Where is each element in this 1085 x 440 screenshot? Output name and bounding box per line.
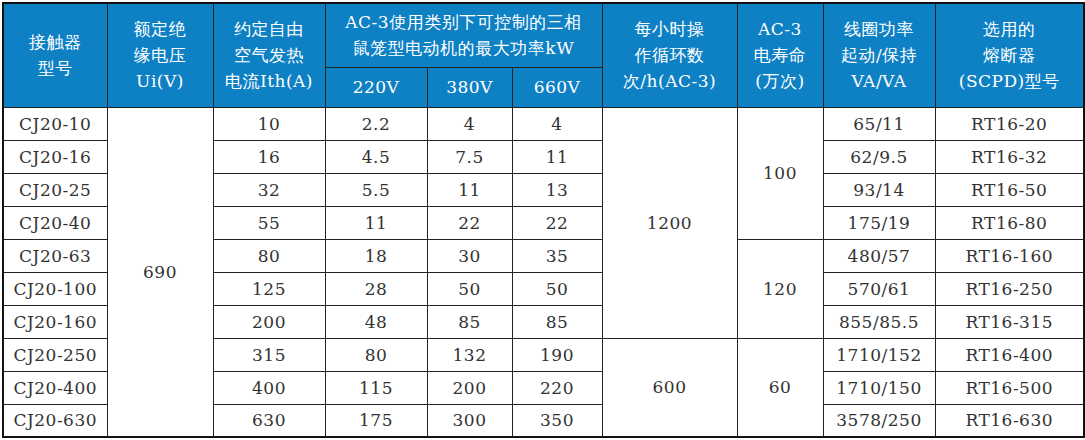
cell-cycles-merged: 600 — [602, 338, 737, 437]
cell-kw660: 35 — [512, 239, 602, 272]
cell-fuse: RT16-80 — [935, 206, 1084, 239]
header-fuse: 选用的 熔断器 (SCPD)型号 — [935, 3, 1084, 107]
cell-model: CJ20-250 — [3, 338, 107, 371]
cell-model: CJ20-40 — [3, 206, 107, 239]
cell-kw380: 11 — [427, 173, 512, 206]
cell-model: CJ20-63 — [3, 239, 107, 272]
cell-coil: 175/19 — [823, 206, 935, 239]
cell-ith: 315 — [213, 338, 325, 371]
cell-kw660: 13 — [512, 173, 602, 206]
cell-life-merged: 120 — [737, 239, 823, 338]
table-body: CJ20-10 690 10 2.2 4 4 1200 100 65/11 RT… — [3, 107, 1084, 437]
cell-kw660: 190 — [512, 338, 602, 371]
cell-fuse: RT16-20 — [935, 107, 1084, 140]
cell-model: CJ20-400 — [3, 371, 107, 404]
cell-kw380: 7.5 — [427, 140, 512, 173]
cell-model: CJ20-10 — [3, 107, 107, 140]
cell-coil: 65/11 — [823, 107, 935, 140]
cell-ith: 200 — [213, 305, 325, 338]
cell-fuse: RT16-32 — [935, 140, 1084, 173]
header-thermal-current: 约定自由 空气发热 电流Ith(A) — [213, 3, 325, 107]
cell-model: CJ20-100 — [3, 272, 107, 305]
cell-life-merged: 60 — [737, 338, 823, 437]
header-660v: 660V — [512, 67, 602, 107]
cell-ith: 32 — [213, 173, 325, 206]
cell-coil: 3578/250 — [823, 404, 935, 437]
cell-ith: 16 — [213, 140, 325, 173]
cell-fuse: RT16-160 — [935, 239, 1084, 272]
cell-fuse: RT16-50 — [935, 173, 1084, 206]
cell-coil: 1710/150 — [823, 371, 935, 404]
cell-ith: 55 — [213, 206, 325, 239]
cell-fuse: RT16-315 — [935, 305, 1084, 338]
cell-kw220: 11 — [325, 206, 427, 239]
cell-kw220: 175 — [325, 404, 427, 437]
cell-kw380: 50 — [427, 272, 512, 305]
cell-insulation-voltage-merged: 690 — [107, 107, 213, 437]
cell-coil: 855/85.5 — [823, 305, 935, 338]
cell-kw380: 132 — [427, 338, 512, 371]
cell-kw660: 85 — [512, 305, 602, 338]
cell-coil: 1710/152 — [823, 338, 935, 371]
table-header: 接触器 型号 额定绝 缘电压 Ui(V) 约定自由 空气发热 电流Ith(A) … — [3, 3, 1084, 107]
cell-model: CJ20-25 — [3, 173, 107, 206]
cell-model: CJ20-630 — [3, 404, 107, 437]
cell-kw220: 2.2 — [325, 107, 427, 140]
cell-kw380: 85 — [427, 305, 512, 338]
cell-ith: 125 — [213, 272, 325, 305]
header-life: AC-3 电寿命 (万次) — [737, 3, 823, 107]
cell-kw220: 80 — [325, 338, 427, 371]
header-power-group: AC-3使用类别下可控制的三相 鼠笼型电动机的最大功率kW — [325, 3, 602, 67]
cell-kw220: 4.5 — [325, 140, 427, 173]
contactor-spec-page: 接触器 型号 额定绝 缘电压 Ui(V) 约定自由 空气发热 电流Ith(A) … — [0, 0, 1085, 440]
header-model: 接触器 型号 — [3, 3, 107, 107]
header-cycles: 每小时操 作循环数 次/h(AC-3) — [602, 3, 737, 107]
header-coil-power: 线圈功率 起动/保持 VA/VA — [823, 3, 935, 107]
cell-fuse: RT16-400 — [935, 338, 1084, 371]
cell-kw220: 18 — [325, 239, 427, 272]
table-row: CJ20-10 690 10 2.2 4 4 1200 100 65/11 RT… — [3, 107, 1084, 140]
cell-kw380: 4 — [427, 107, 512, 140]
cell-coil: 570/61 — [823, 272, 935, 305]
cell-kw380: 22 — [427, 206, 512, 239]
cell-kw380: 300 — [427, 404, 512, 437]
header-insulation-voltage: 额定绝 缘电压 Ui(V) — [107, 3, 213, 107]
header-380v: 380V — [427, 67, 512, 107]
cell-kw380: 30 — [427, 239, 512, 272]
cell-fuse: RT16-500 — [935, 371, 1084, 404]
cell-ith: 10 — [213, 107, 325, 140]
cell-kw220: 115 — [325, 371, 427, 404]
cell-fuse: RT16-630 — [935, 404, 1084, 437]
cell-kw660: 11 — [512, 140, 602, 173]
cell-cycles-merged: 1200 — [602, 107, 737, 338]
cell-model: CJ20-16 — [3, 140, 107, 173]
cell-kw220: 5.5 — [325, 173, 427, 206]
cell-life-merged: 100 — [737, 107, 823, 239]
cell-kw660: 22 — [512, 206, 602, 239]
cell-kw660: 50 — [512, 272, 602, 305]
cell-coil: 93/14 — [823, 173, 935, 206]
spec-table: 接触器 型号 额定绝 缘电压 Ui(V) 约定自由 空气发热 电流Ith(A) … — [2, 2, 1085, 438]
cell-kw380: 200 — [427, 371, 512, 404]
cell-kw220: 48 — [325, 305, 427, 338]
cell-ith: 80 — [213, 239, 325, 272]
cell-kw660: 220 — [512, 371, 602, 404]
cell-kw660: 350 — [512, 404, 602, 437]
cell-coil: 480/57 — [823, 239, 935, 272]
cell-kw660: 4 — [512, 107, 602, 140]
cell-coil: 62/9.5 — [823, 140, 935, 173]
header-220v: 220V — [325, 67, 427, 107]
cell-fuse: RT16-250 — [935, 272, 1084, 305]
cell-kw220: 28 — [325, 272, 427, 305]
cell-model: CJ20-160 — [3, 305, 107, 338]
cell-ith: 400 — [213, 371, 325, 404]
cell-ith: 630 — [213, 404, 325, 437]
